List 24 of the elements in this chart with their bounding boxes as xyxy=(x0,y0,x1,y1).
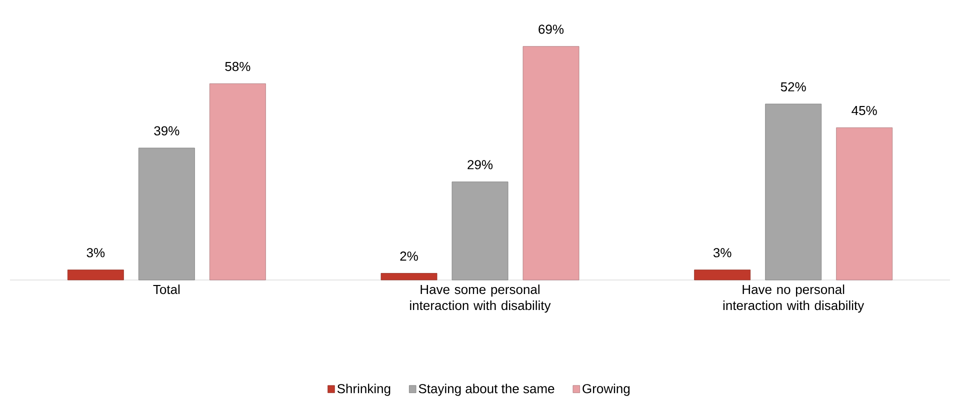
legend-label: Shrinking xyxy=(337,384,390,396)
bar xyxy=(765,104,822,280)
bar xyxy=(836,127,893,280)
data-label: 58% xyxy=(225,62,250,72)
bar xyxy=(452,182,508,280)
data-label: 3% xyxy=(713,248,732,258)
bar xyxy=(67,270,124,280)
x-tick-label: Have no personal interaction with disability xyxy=(723,284,864,313)
data-label: 52% xyxy=(780,82,806,92)
data-label: 2% xyxy=(400,252,418,261)
legend-label: Growing xyxy=(582,384,630,396)
data-label: 69% xyxy=(538,24,564,34)
bar xyxy=(138,148,195,280)
bar xyxy=(522,46,580,280)
data-label: 29% xyxy=(468,160,493,170)
legend-label: Staying about the same xyxy=(418,384,554,396)
x-tick-label: Have some personal interaction with disability xyxy=(410,284,551,313)
bar xyxy=(694,270,751,280)
data-label: 45% xyxy=(852,106,877,116)
bar xyxy=(380,273,438,280)
data-label: 3% xyxy=(86,248,105,258)
x-tick-label: Total xyxy=(153,284,180,294)
bar xyxy=(209,83,266,280)
data-label: 39% xyxy=(154,126,180,136)
